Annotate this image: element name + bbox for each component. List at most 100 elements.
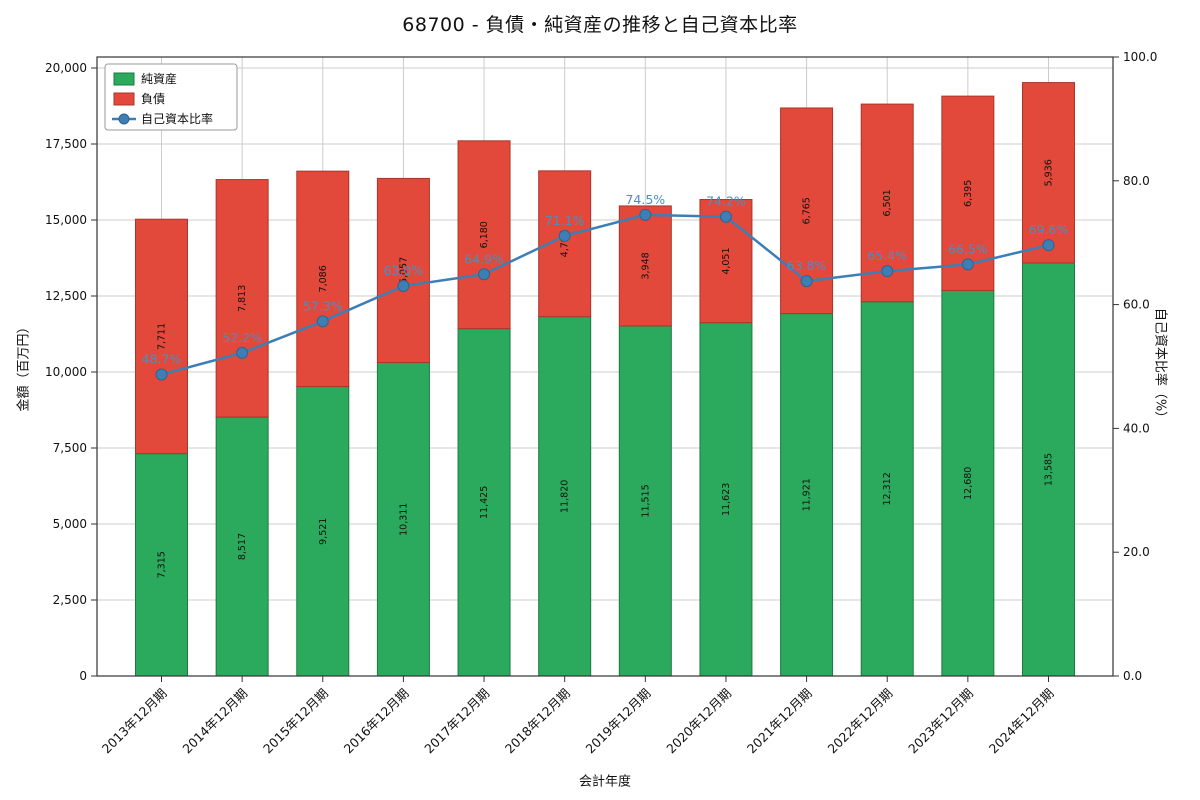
bar-value-label: 10,311 [398, 503, 409, 536]
ratio-label: 66.5% [948, 241, 988, 256]
line-marker [316, 315, 329, 328]
right-axis-title: 自己資本比率（%） [1152, 307, 1168, 425]
right-tick-label: 60.0 [1123, 298, 1150, 312]
x-tick-label: 2017年12月期 [421, 686, 492, 757]
legend-label: 自己資本比率 [141, 111, 213, 126]
right-tick-label: 40.0 [1123, 421, 1150, 435]
right-tick-label: 0.0 [1123, 669, 1142, 683]
right-tick-label: 80.0 [1123, 174, 1150, 188]
bar-segment-net-assets [457, 328, 511, 677]
ratio-label: 71.1% [545, 213, 585, 228]
x-tick-label: 2023年12月期 [905, 686, 976, 757]
ratio-label: 57.3% [303, 298, 343, 313]
bar-segment-net-assets [1021, 262, 1075, 677]
chart-title: 68700 - 負債・純資産の推移と自己資本比率 [402, 14, 798, 36]
line-marker [881, 265, 894, 278]
bar-value-label: 6,180 [479, 221, 490, 248]
bar-value-label: 7,711 [157, 323, 168, 350]
ratio-label: 64.9% [464, 251, 504, 266]
line-marker [236, 346, 249, 359]
x-tick-label: 2014年12月期 [179, 686, 250, 757]
left-tick-label: 12,500 [45, 289, 87, 303]
x-tick-label: 2021年12月期 [744, 686, 815, 757]
ratio-label: 65.4% [867, 248, 907, 263]
bar-value-label: 6,395 [963, 180, 974, 207]
bar-value-label: 8,517 [237, 533, 248, 560]
legend-label: 純資産 [141, 71, 177, 86]
bar-value-label: 7,086 [318, 265, 329, 292]
line-marker [719, 210, 732, 223]
bar-value-label: 4,797 [560, 230, 571, 257]
bar-segment-liabilities [135, 218, 189, 455]
ratio-polyline [161, 213, 1049, 376]
ratio-line: 48.7% 52.2% 57.3% 63.0% 64.9% 71.1% 74.5% 74.2%… [142, 192, 1068, 381]
bar-segment-liabilities [215, 179, 269, 418]
x-tick-label: 2018年12月期 [502, 686, 573, 757]
x-tick-label: 2020年12月期 [663, 686, 734, 757]
bar-segment-net-assets [780, 313, 834, 677]
bar-segment-net-assets [135, 453, 189, 677]
x-tick-label: 2024年12月期 [986, 686, 1057, 757]
right-tick-label: 100.0 [1123, 50, 1157, 64]
bar-value-label: 12,680 [963, 467, 974, 500]
ratio-label: 74.2% [706, 194, 746, 209]
line-marker [800, 275, 813, 288]
line-marker [1042, 239, 1055, 252]
left-tick-label: 5,000 [53, 517, 87, 531]
x-tick-label: 2013年12月期 [99, 686, 170, 757]
bar-value-label: 11,515 [640, 484, 651, 517]
left-tick-label: 0 [79, 669, 87, 683]
bar-segment-net-assets [376, 362, 430, 677]
bar-segment-liabilities [376, 177, 430, 364]
left-tick-label: 2,500 [53, 593, 87, 607]
bar-value-label: 5,936 [1043, 159, 1054, 186]
legend-label: 負債 [141, 91, 165, 106]
left-tick-label: 7,500 [53, 441, 87, 455]
bar-value-label: 11,820 [560, 480, 571, 513]
x-tick-label: 2015年12月期 [260, 686, 331, 757]
bar-segment-liabilities [1021, 82, 1075, 264]
bar-value-label: 9,521 [318, 518, 329, 545]
x-axis-title: 会計年度 [578, 774, 632, 790]
bar-value-label: 13,585 [1043, 453, 1054, 486]
legend-marker [118, 113, 130, 125]
x-tick-label: 2022年12月期 [824, 686, 895, 757]
right-tick-label: 20.0 [1123, 545, 1150, 559]
bar-segment-liabilities [941, 95, 995, 292]
legend-swatch [113, 92, 135, 106]
bar-value-label: 7,813 [237, 285, 248, 312]
line-marker [961, 258, 974, 271]
line-marker [155, 368, 168, 381]
ratio-label: 48.7% [142, 352, 182, 367]
bar-value-label: 3,948 [640, 252, 651, 279]
bar-segment-liabilities [296, 170, 350, 388]
bar-value-label: 4,051 [721, 247, 732, 274]
bar-segment-liabilities [618, 205, 672, 327]
bar-segment-net-assets [699, 322, 753, 677]
bar-segment-net-assets [860, 301, 914, 677]
bar-value-label: 11,425 [479, 486, 490, 519]
bar-value-label: 7,315 [157, 551, 168, 578]
plot-border [96, 56, 1114, 677]
left-tick-label: 15,000 [45, 213, 87, 227]
bar-segment-net-assets [941, 290, 995, 677]
bar-value-label: 6,501 [882, 189, 893, 216]
left-tick-label: 10,000 [45, 365, 87, 379]
bar-value-label: 11,623 [721, 483, 732, 516]
bar-segment-net-assets [296, 386, 350, 677]
ratio-label: 74.5% [625, 192, 665, 207]
line-marker [397, 280, 410, 293]
bar-value-label: 11,921 [802, 478, 813, 511]
ratio-label: 52.2% [222, 330, 262, 345]
left-tick-label: 20,000 [45, 61, 87, 75]
left-tick-label: 17,500 [45, 137, 87, 151]
bar-segment-net-assets [618, 325, 672, 677]
ratio-label: 63.0% [384, 263, 424, 278]
line-marker [639, 208, 652, 221]
line-marker [478, 268, 491, 281]
left-axis-title: 金額（百万円） [16, 320, 32, 412]
legend-box [104, 63, 238, 131]
bar-value-label: 6,765 [802, 197, 813, 224]
